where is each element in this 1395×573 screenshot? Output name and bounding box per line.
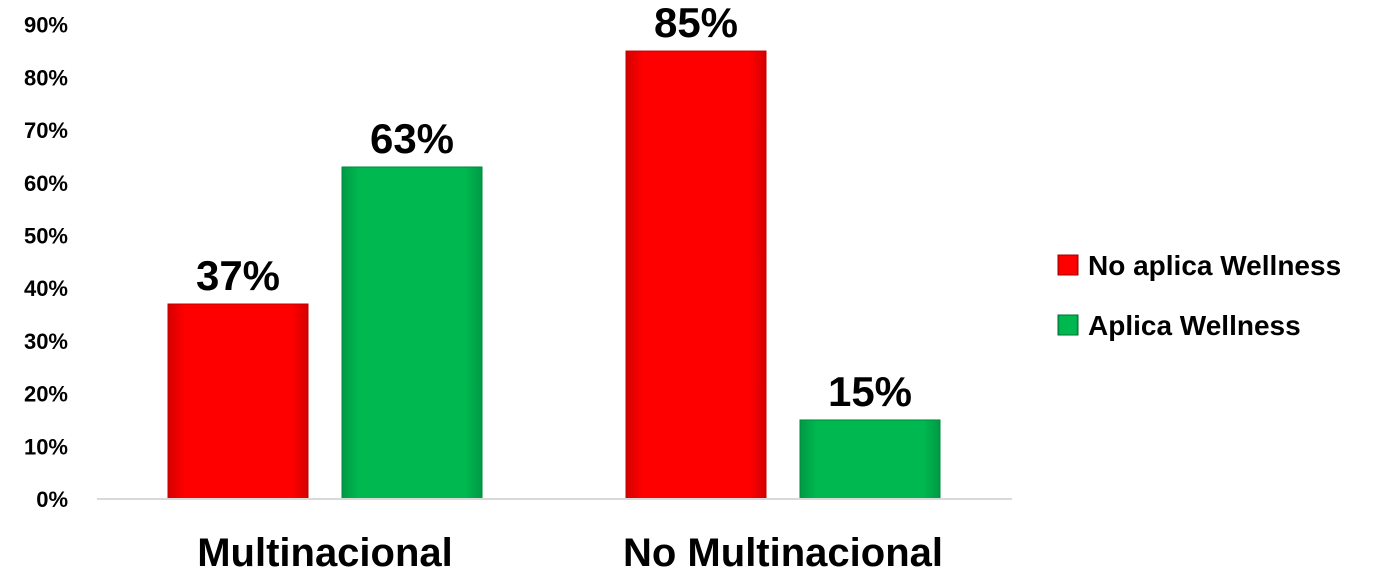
x-category-label: Multinacional [197,531,453,573]
y-axis-tick-labels: 0% 10% 20% 30% 40% 50% 60% 70% 80% 90% [24,13,68,512]
y-tick-label: 20% [24,382,68,407]
bar [799,419,941,500]
x-category-label: No Multinacional [623,531,943,573]
bar [625,50,767,500]
y-tick-label: 90% [24,13,68,38]
legend: No aplica Wellness Aplica Wellness [1057,250,1341,341]
y-tick-label: 80% [24,65,68,90]
y-tick-label: 70% [24,118,68,143]
legend-label: Aplica Wellness [1088,310,1301,341]
bars-group [167,50,941,500]
bar-data-label: 63% [370,115,454,162]
legend-label: No aplica Wellness [1088,250,1341,281]
y-tick-label: 10% [24,434,68,459]
y-tick-label: 0% [36,487,68,512]
y-tick-label: 50% [24,224,68,249]
x-axis-category-labels: Multinacional No Multinacional [197,531,943,573]
bar-data-label: 15% [828,368,912,415]
y-tick-label: 40% [24,276,68,301]
bar [341,166,483,500]
bar [167,303,309,500]
data-labels-group: 37% 85% 63% 15% [196,0,912,415]
y-tick-label: 60% [24,171,68,196]
bar-data-label: 37% [196,252,280,299]
bar-data-label: 85% [654,0,738,46]
legend-swatch [1057,314,1079,336]
y-tick-label: 30% [24,329,68,354]
legend-swatch [1057,254,1079,276]
